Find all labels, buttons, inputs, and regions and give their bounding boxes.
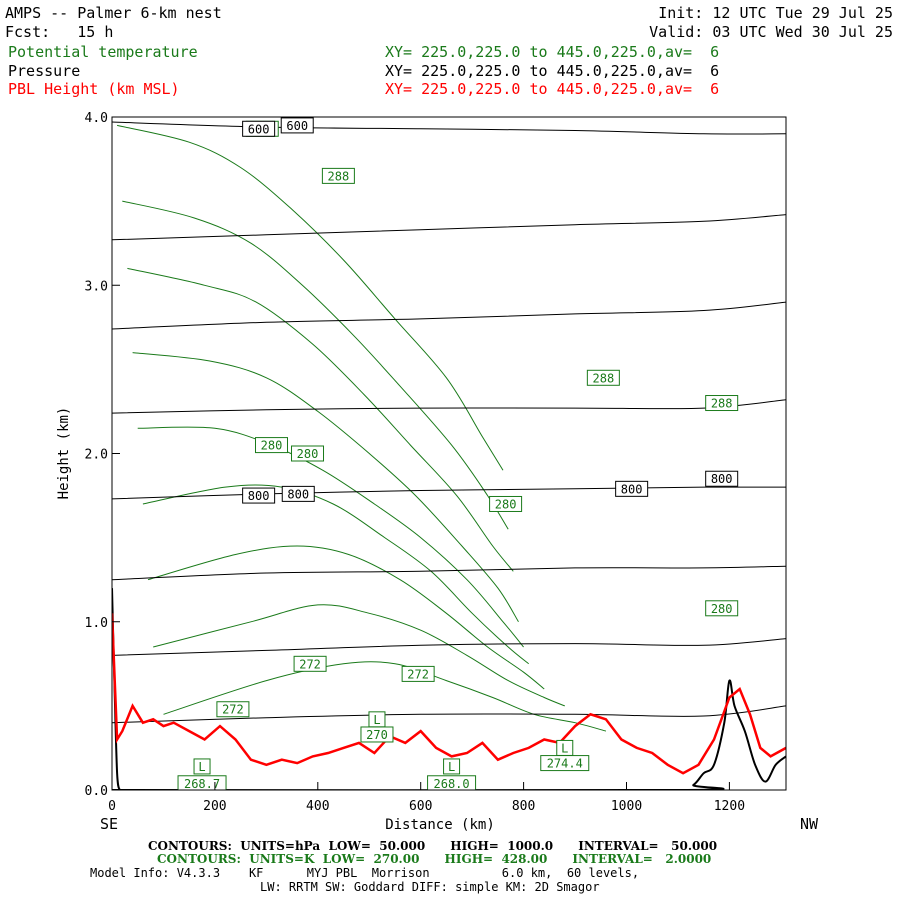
field-xy-pressure: XY= 225.0,225.0 to 445.0,225.0,av= 6 bbox=[385, 62, 720, 80]
pressure-contour-800 bbox=[112, 486, 786, 500]
theta-label-9-box bbox=[401, 665, 435, 682]
theta-label-13-box bbox=[193, 758, 211, 775]
theta-contour-5 bbox=[142, 484, 530, 665]
theta-label-14-box bbox=[177, 775, 227, 790]
theta-label-5-box bbox=[291, 445, 325, 462]
theta-label-15-box bbox=[443, 758, 461, 775]
theta-label-11: L bbox=[373, 713, 380, 727]
y-tick-label-1: 1.0 bbox=[85, 616, 108, 631]
pressure-label-2: 800 bbox=[248, 489, 270, 503]
theta-label-14: 268.7 bbox=[184, 777, 220, 791]
theta-label-5: 280 bbox=[297, 447, 319, 461]
theta-label-7-box bbox=[705, 600, 739, 617]
x-tick-label-0: 0 bbox=[108, 799, 116, 814]
pressure-label-1: 600 bbox=[286, 119, 308, 133]
theta-contour-3 bbox=[132, 352, 519, 623]
pressure-contour-900 bbox=[112, 638, 786, 656]
theta-contour-7 bbox=[153, 604, 565, 707]
field-name-pressure: Pressure bbox=[8, 62, 81, 80]
y-tick-label-2: 2.0 bbox=[85, 448, 108, 463]
pressure-label-2-box bbox=[242, 487, 276, 504]
pressure-contour-600 bbox=[112, 121, 786, 135]
theta-label-12: 270 bbox=[366, 728, 388, 742]
pressure-label-1-box bbox=[280, 117, 314, 134]
theta-label-10-box bbox=[216, 701, 250, 718]
theta-label-6: 280 bbox=[495, 497, 517, 511]
x-axis-label: Distance (km) bbox=[385, 817, 495, 833]
theta-contour-4 bbox=[137, 426, 524, 648]
footer-theta-contours: CONTOURS: UNITS=K LOW= 270.00 HIGH= 428.… bbox=[157, 852, 712, 866]
footer-pressure-contours: CONTOURS: UNITS=hPa LOW= 50.000 HIGH= 10… bbox=[148, 839, 718, 853]
x-tick-label-2: 400 bbox=[306, 799, 329, 814]
theta-label-2-box bbox=[586, 369, 620, 386]
x-axis-right-end: NW bbox=[800, 815, 819, 833]
pressure-label-5: 800 bbox=[711, 472, 733, 486]
theta-label-3: 288 bbox=[711, 397, 733, 411]
y-tick-label-0: 0.0 bbox=[85, 784, 108, 799]
pressure-label-3-box bbox=[281, 485, 315, 502]
theta-label-3-box bbox=[705, 395, 739, 412]
theta-label-7: 280 bbox=[711, 602, 733, 616]
x-tick-label-1: 200 bbox=[203, 799, 226, 814]
theta-label-4: 280 bbox=[261, 439, 283, 453]
theta-contour-2 bbox=[127, 267, 514, 572]
theta-label-4-box bbox=[254, 437, 288, 454]
theta-label-8: 272 bbox=[299, 657, 321, 671]
field-name-pbl: PBL Height (km MSL) bbox=[8, 80, 180, 98]
theta-label-8-box bbox=[293, 655, 327, 672]
theta-label-2: 288 bbox=[593, 371, 615, 385]
pressure-label-4-box bbox=[615, 480, 649, 497]
theta-label-1: 288 bbox=[328, 169, 350, 183]
init-time: Init: 12 UTC Tue 29 Jul 25 bbox=[658, 4, 893, 22]
x-tick-label-5: 1000 bbox=[611, 799, 642, 814]
terrain-line bbox=[112, 588, 786, 790]
pbl-height-line bbox=[112, 613, 786, 775]
pressure-label-0-box bbox=[242, 120, 276, 137]
pressure-contour-950 bbox=[112, 705, 786, 724]
theta-label-18: 274.4 bbox=[547, 757, 583, 771]
field-xy-pbl: XY= 225.0,225.0 to 445.0,225.0,av= 6 bbox=[385, 80, 720, 98]
theta-contour-8 bbox=[163, 661, 607, 732]
x-tick-label-3: 600 bbox=[409, 799, 432, 814]
theta-label-17: L bbox=[561, 741, 568, 755]
theta-label-9: 272 bbox=[407, 667, 429, 681]
title: AMPS -- Palmer 6-km nest bbox=[5, 4, 222, 22]
pressure-label-4: 800 bbox=[621, 482, 643, 496]
theta-contour-0 bbox=[116, 124, 504, 471]
pressure-label-0: 600 bbox=[248, 122, 270, 136]
theta-label-6-box bbox=[489, 495, 523, 512]
theta-label-15: L bbox=[448, 760, 455, 774]
footer-model-info-1: Model Info: V4.3.3 KF MYJ PBL Morrison 6… bbox=[90, 866, 640, 880]
theta-label-1-box bbox=[321, 167, 355, 184]
theta-label-16: 268.0 bbox=[434, 777, 470, 791]
forecast-hour: Fcst: 15 h bbox=[5, 23, 114, 41]
plot-frame bbox=[111, 116, 787, 791]
theta-contour-6 bbox=[147, 545, 545, 690]
footer-model-info-2: LW: RRTM SW: Goddard DIFF: simple KM: 2D… bbox=[260, 880, 600, 894]
pressure-contour-750 bbox=[112, 399, 786, 414]
y-tick-label-3: 3.0 bbox=[85, 279, 108, 294]
theta-label-10: 272 bbox=[222, 703, 244, 717]
theta-label-12-box bbox=[360, 726, 394, 743]
pressure-label-3: 800 bbox=[287, 487, 309, 501]
pressure-contour-850 bbox=[112, 565, 786, 581]
theta-label-16-box bbox=[427, 775, 477, 790]
field-xy-theta: XY= 225.0,225.0 to 445.0,225.0,av= 6 bbox=[385, 43, 720, 61]
pressure-contour-650 bbox=[112, 214, 786, 241]
x-axis-left-end: SE bbox=[100, 815, 118, 833]
x-tick-label-6: 1200 bbox=[714, 799, 745, 814]
field-name-theta: Potential temperature bbox=[8, 43, 198, 61]
theta-label-13: L bbox=[198, 760, 205, 774]
theta-contour-1 bbox=[122, 200, 509, 530]
y-axis-label: Height (km) bbox=[56, 407, 72, 500]
pressure-label-5-box bbox=[705, 470, 739, 487]
y-tick-label-4: 4.0 bbox=[85, 111, 108, 126]
theta-label-18-box bbox=[540, 755, 590, 772]
x-tick-label-4: 800 bbox=[512, 799, 535, 814]
pressure-contour-700 bbox=[112, 301, 786, 330]
valid-time: Valid: 03 UTC Wed 30 Jul 25 bbox=[649, 23, 893, 41]
